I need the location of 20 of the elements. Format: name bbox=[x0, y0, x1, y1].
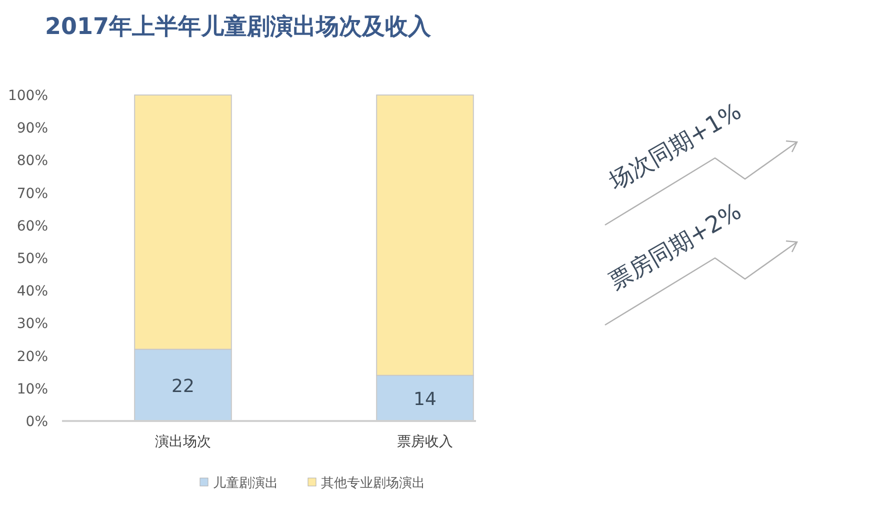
y-tick-label: 10% bbox=[16, 381, 48, 398]
x-tick-label: 演出场次 bbox=[155, 434, 211, 450]
y-tick-label: 50% bbox=[16, 251, 48, 267]
y-tick-label: 80% bbox=[16, 153, 48, 170]
y-tick-label: 60% bbox=[16, 218, 48, 234]
y-tick-label: 20% bbox=[16, 348, 48, 365]
data-label: 22 bbox=[172, 376, 194, 398]
text: 场次同期+1% bbox=[604, 98, 746, 196]
chart-title: 2017年上半年儿童剧演出场次及收入 bbox=[45, 13, 432, 40]
y-tick-label: 0% bbox=[26, 414, 48, 430]
y-tick-label: 100% bbox=[8, 88, 48, 104]
legend-label: 其他专业剧场演出 bbox=[321, 476, 425, 491]
legend-label: 儿童剧演出 bbox=[213, 475, 278, 491]
y-tick-label: 30% bbox=[16, 316, 48, 332]
y-tick-label: 40% bbox=[16, 284, 48, 300]
text: 票房同期+2% bbox=[605, 198, 746, 296]
x-tick-label: 票房收入 bbox=[397, 434, 453, 450]
y-tick-label: 90% bbox=[16, 120, 48, 137]
data-label: 14 bbox=[414, 389, 436, 410]
y-tick-label: 70% bbox=[16, 186, 48, 202]
